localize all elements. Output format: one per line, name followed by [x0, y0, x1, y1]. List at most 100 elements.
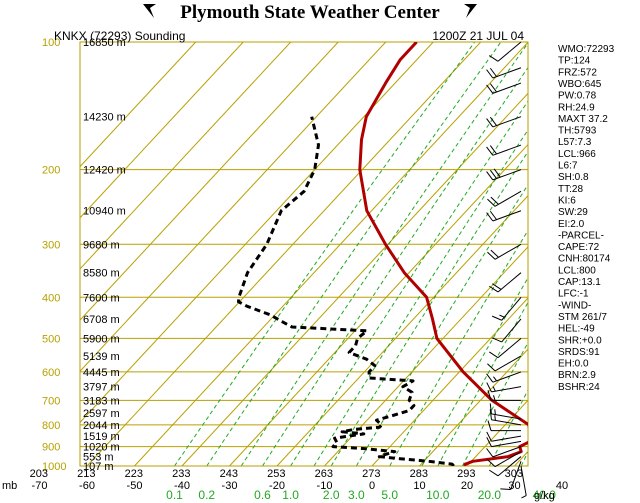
index-line: SHR:+0.0: [558, 335, 602, 346]
wind-barb-staff: [497, 41, 522, 62]
index-line: TH:5793: [558, 126, 597, 137]
index-line: WMO:72293: [558, 44, 615, 55]
mixing-ratio-label: 1.0: [282, 488, 299, 502]
pressure-tick-label: 800: [42, 420, 60, 432]
sounding-time: 1200Z 21 JUL 04: [432, 29, 524, 43]
wind-barb-staff: [491, 413, 522, 420]
wind-barb-staff: [494, 190, 522, 207]
pressure-tick-label: 100: [42, 37, 60, 49]
wind-barb-feather: [487, 251, 496, 260]
wind-barb-staff: [497, 337, 522, 359]
wind-barb-staff: [492, 169, 522, 181]
wind-barb-half-feather: [521, 495, 527, 499]
temperature-tick-label: -60: [79, 480, 95, 492]
wind-barb-staff: [497, 456, 522, 477]
mixing-ratio-label: 10.0: [426, 488, 450, 502]
wind-barb: [486, 210, 522, 222]
index-line: KI:6: [558, 195, 576, 206]
wind-barb-staff: [501, 296, 522, 321]
theta-label: 263: [315, 468, 333, 480]
mixing-ratio-line-0.1: [174, 42, 476, 466]
wind-barb-feather: [487, 198, 496, 207]
pressure-tick-label: 500: [42, 333, 60, 345]
wind-barbs: [486, 41, 527, 499]
wind-barb-feather: [489, 55, 499, 62]
wind-barb: [491, 296, 522, 321]
wind-barb-feather: [486, 84, 494, 94]
wind-barb-staff: [491, 386, 522, 393]
index-line: -WIND-: [558, 300, 591, 311]
mixing-ratio-lines: [174, 42, 528, 466]
theta-label: 273: [362, 468, 380, 480]
wind-barb-feather: [489, 469, 499, 477]
height-label: 16850 m: [83, 37, 126, 49]
wind-barb-staff: [492, 144, 522, 156]
index-line: TP:124: [558, 56, 591, 67]
index-line: TT:28: [558, 184, 583, 195]
wind-barb-feather: [489, 403, 492, 414]
wind-barb-staff: [492, 210, 522, 222]
mixing-ratio-line-2: [330, 150, 528, 466]
wind-barb-staff: [492, 116, 522, 128]
mixing-ratio-labels: 0.1 0.2 0.6 1.0 2.0 3.0 5.0 10.0 20.0 40.0g/kg: [166, 488, 556, 502]
temperature-tick-label: 40: [556, 480, 568, 492]
wind-barb: [520, 465, 527, 499]
stability-indices: WMO:72293TP:124FRZ:572WBO:645PW:0.78RH:2…: [558, 44, 615, 393]
wind-barb-half-feather: [492, 386, 496, 392]
wind-barb-feather: [489, 351, 499, 359]
mixing-ratio-line-3: [355, 183, 528, 466]
mixing-ratio-unit-label: g/kg: [534, 490, 555, 502]
wind-barb-feather: [489, 210, 497, 220]
wind-barb-feather: [486, 373, 494, 383]
isotherm--20: [276, 194, 528, 466]
height-label: 6708 m: [83, 314, 120, 326]
theta-label: 213: [77, 468, 95, 480]
wind-barb-feather: [490, 249, 499, 258]
mixing-ratio-label: 3.0: [348, 488, 365, 502]
wind-barb: [486, 431, 522, 442]
height-label: 3183 m: [83, 395, 120, 407]
theta-label: 203: [30, 468, 48, 480]
wind-barb-half-feather: [494, 409, 496, 415]
wind-barb-staff: [491, 419, 522, 426]
pressure-axis-labels: 100 200 300 400 500 600 700 800 900 1000: [42, 37, 66, 473]
wind-barb-feather: [486, 69, 494, 79]
temperature-tick-label: -40: [174, 480, 190, 492]
wind-barb-feather: [489, 116, 497, 126]
wind-barb-half-feather: [494, 415, 496, 421]
mixing-ratio-line-1.5: [313, 129, 528, 466]
wind-barb: [491, 318, 522, 343]
wind-barb-feather: [492, 283, 502, 290]
wind-barb: [489, 41, 522, 62]
wind-barb-feather: [486, 212, 494, 222]
height-label: 2044 m: [83, 420, 120, 432]
temperature-tick-label: -30: [222, 480, 238, 492]
wind-barb-feather: [487, 363, 496, 372]
wind-barb-feather: [489, 409, 492, 420]
index-line: MAXT 37.2: [558, 114, 608, 125]
height-label: 12420 m: [83, 165, 126, 177]
wind-barb-feather: [486, 171, 494, 181]
wind-barb: [489, 409, 522, 426]
wind-barb-feather: [487, 390, 492, 401]
wind-barb-feather: [489, 145, 497, 155]
plot-frame: [79, 41, 529, 467]
wind-barb-staff: [494, 355, 522, 372]
theta-label: 223: [125, 468, 143, 480]
index-line: -PARCEL-: [558, 230, 604, 241]
height-label: 8580 m: [83, 268, 120, 280]
wind-barb: [487, 420, 521, 432]
height-label: 14230 m: [83, 112, 126, 124]
temperature-tick-label: -20: [269, 480, 285, 492]
index-line: L57:7.3: [558, 137, 592, 148]
wind-barb-staff: [497, 272, 522, 293]
mixing-ratio-label: 2.0: [323, 488, 340, 502]
temperature-profile-line: [358, 42, 528, 466]
wind-barb-staff: [494, 243, 522, 260]
index-line: LFC:-1: [558, 289, 589, 300]
wind-barb: [486, 82, 522, 94]
index-line: RH:24.9: [558, 102, 595, 113]
wind-barb-feather: [486, 118, 494, 128]
index-line: SH:0.8: [558, 172, 589, 183]
